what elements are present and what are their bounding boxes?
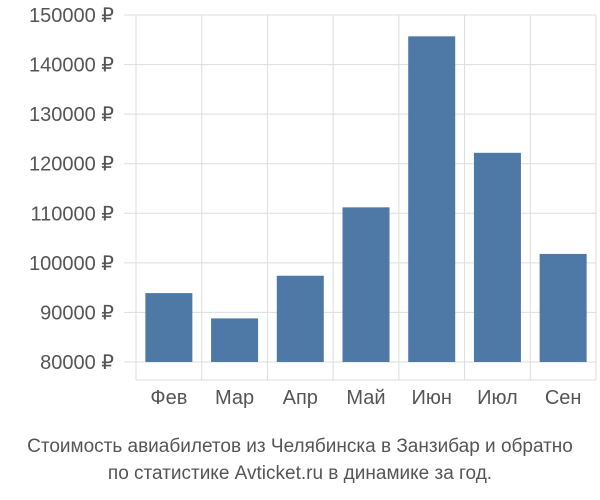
bar-Июл (473, 152, 521, 362)
x-tick-label-Июл: Июл (477, 387, 518, 409)
x-tick-label-Апр: Апр (283, 387, 318, 409)
y-tick-label-3: 110000 ₽ (30, 203, 114, 225)
bar-Апр (276, 275, 324, 362)
bar-Май (342, 207, 390, 362)
bar-Сен (539, 253, 587, 362)
x-axis-tick-labels: Фев Мар Апр Май Июн Июл Сен (150, 387, 581, 409)
bar-Мар (211, 318, 259, 362)
y-tick-label-1: 90000 ₽ (40, 302, 114, 324)
y-tick-label-2: 100000 ₽ (29, 253, 114, 275)
x-tick-label-Фев: Фев (150, 387, 187, 409)
y-axis-tick-labels: 80000 ₽ 90000 ₽ 100000 ₽ 110000 ₽ 120000 ₽ 13… (29, 5, 114, 374)
chart-caption-line-2: по статистике Avticket.ru в динамике за … (107, 463, 493, 484)
y-tick-label-0: 80000 ₽ (40, 352, 114, 374)
grid-lines (124, 14, 597, 380)
bar-chart: 80000 ₽ 90000 ₽ 100000 ₽ 110000 ₽ 120000 ₽ 13… (29, 5, 597, 409)
x-tick-label-Июн: Июн (412, 387, 452, 409)
chart-caption-line-1: Стоимость авиабилетов из Челябинска в За… (27, 436, 573, 457)
bar-Июн (408, 36, 456, 363)
x-tick-label-Мар: Мар (215, 387, 254, 409)
y-tick-label-7: 150000 ₽ (29, 5, 114, 27)
bar-Фев (145, 293, 193, 362)
y-tick-label-5: 130000 ₽ (29, 104, 114, 126)
y-tick-label-6: 140000 ₽ (29, 55, 114, 77)
bars (145, 36, 587, 363)
x-tick-label-Сен: Сен (545, 387, 582, 409)
y-tick-label-4: 120000 ₽ (29, 154, 114, 176)
x-tick-label-Май: Май (346, 387, 385, 409)
